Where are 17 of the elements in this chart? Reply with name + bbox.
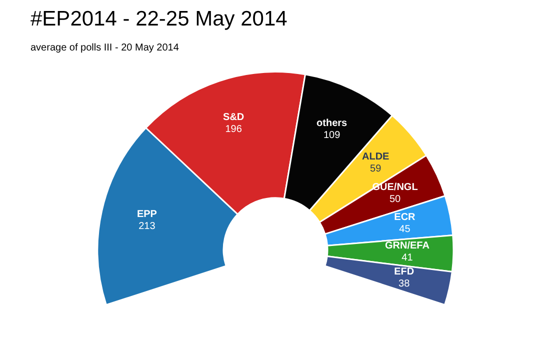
slice-label: ECR — [394, 212, 416, 224]
chart-subtitle: average of polls III - 20 May 2014 — [30, 42, 180, 54]
data-label: 38 — [398, 278, 410, 290]
slice-label: others — [316, 118, 348, 129]
slice-label: EPP — [136, 208, 158, 220]
data-label: 45 — [399, 224, 411, 236]
slice-label: S&D — [223, 112, 244, 124]
slice-label: ALDE — [362, 152, 390, 163]
chart-title: #EP2014 - 22-25 May 2014 — [30, 8, 288, 30]
data-label: 196 — [225, 124, 242, 136]
slice-label: EFD — [394, 266, 414, 278]
data-label: 213 — [138, 220, 156, 232]
data-label: 59 — [370, 164, 382, 175]
slice-label: GRN/EFA — [384, 240, 430, 252]
data-label: 50 — [389, 194, 402, 206]
data-label: 41 — [402, 252, 414, 264]
data-label: 109 — [323, 130, 341, 141]
